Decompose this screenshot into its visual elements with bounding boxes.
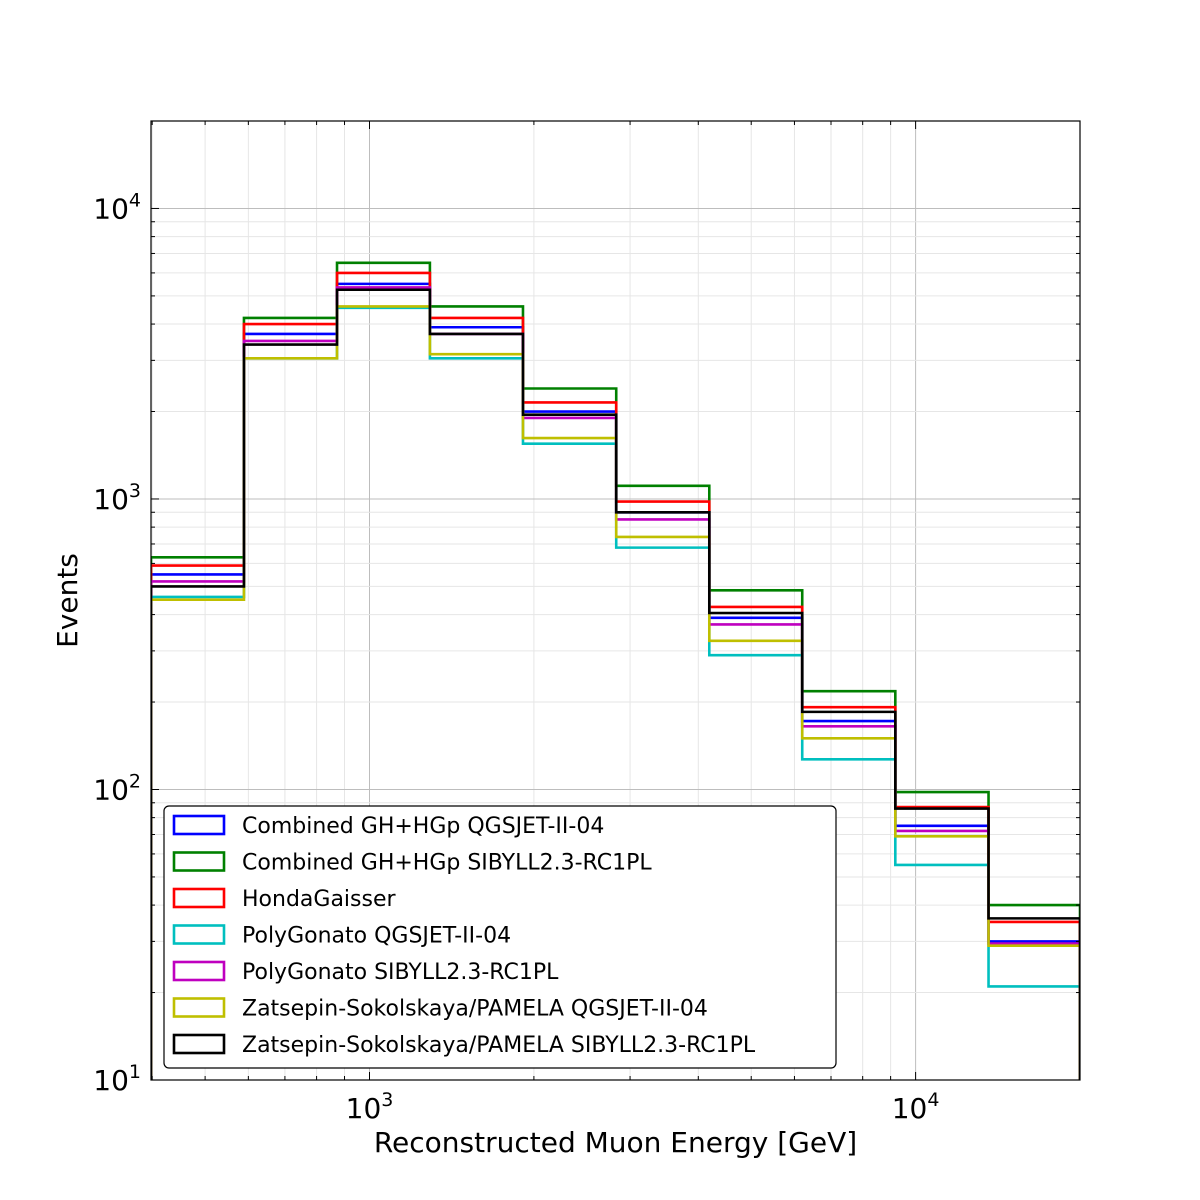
legend-swatch [172, 960, 226, 982]
ticks: 103 104 101 102 103 104 [93, 120, 1081, 1125]
y-tick-label: 103 [93, 480, 141, 516]
legend-label: Zatsepin-Sokolskaya/PAMELA QGSJET-II-04 [242, 997, 708, 1022]
legend-swatch [172, 1033, 226, 1055]
legend-item: Zatsepin-Sokolskaya/PAMELA QGSJET-II-04 [172, 997, 708, 1022]
x-axis-label: Reconstructed Muon Energy [GeV] [374, 1126, 857, 1159]
legend-item: HondaGaisser [172, 887, 396, 912]
y-tick-label: 102 [93, 770, 141, 806]
legend-swatch [172, 851, 226, 872]
legend-swatch [172, 887, 226, 909]
series-group [151, 261, 1080, 1080]
legend-label: HondaGaisser [242, 887, 396, 912]
legend-item: Combined GH+HGp QGSJET-II-04 [172, 814, 604, 839]
legend-box [163, 805, 837, 1069]
series-step-line [151, 288, 1080, 1080]
legend-label: PolyGonato SIBYLL2.3-RC1PL [242, 960, 559, 985]
legend-label: Combined GH+HGp QGSJET-II-04 [242, 814, 604, 839]
legend-label: Zatsepin-Sokolskaya/PAMELA SIBYLL2.3-RC1… [242, 1033, 756, 1058]
legend-swatch [172, 924, 226, 945]
plot-frame [150, 120, 1081, 1081]
legend-swatch [172, 814, 226, 836]
y-axis-label: Events [51, 553, 84, 648]
legend-swatch [172, 997, 226, 1018]
legend-item: PolyGonato QGSJET-II-04 [172, 924, 511, 949]
legend-label: PolyGonato QGSJET-II-04 [242, 924, 511, 949]
y-tick-label: 101 [93, 1061, 141, 1097]
legend: Combined GH+HGp QGSJET-II-04 Combined GH+… [163, 805, 837, 1069]
x-tick-label: 103 [346, 1089, 394, 1125]
x-tick-label: 104 [892, 1089, 940, 1125]
legend-label: Combined GH+HGp SIBYLL2.3-RC1PL [242, 851, 652, 876]
legend-item: PolyGonato SIBYLL2.3-RC1PL [172, 960, 559, 985]
y-tick-label: 104 [93, 189, 141, 225]
legend-item: Zatsepin-Sokolskaya/PAMELA SIBYLL2.3-RC1… [172, 1033, 756, 1058]
legend-item: Combined GH+HGp SIBYLL2.3-RC1PL [172, 851, 652, 876]
